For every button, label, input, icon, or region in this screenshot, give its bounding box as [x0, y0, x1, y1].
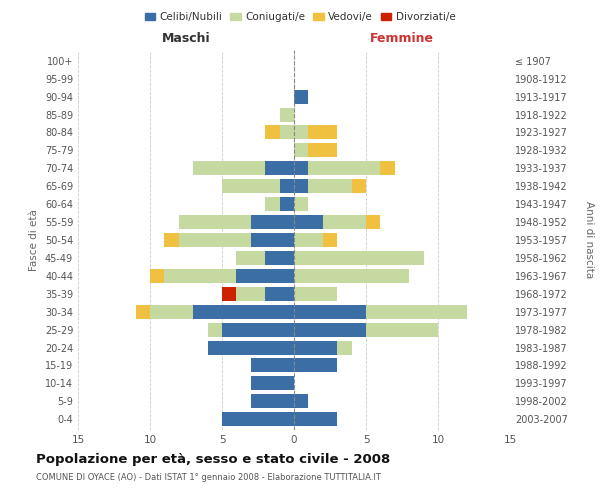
Bar [222, 287, 236, 301]
Bar [294, 269, 409, 283]
Bar [193, 162, 265, 175]
Bar [208, 340, 294, 354]
Bar [222, 412, 294, 426]
Bar [308, 126, 337, 140]
Bar [280, 197, 294, 211]
Bar [294, 394, 308, 408]
Bar [265, 197, 280, 211]
Bar [294, 358, 337, 372]
Bar [265, 251, 294, 265]
Bar [265, 162, 294, 175]
Bar [323, 215, 366, 229]
Bar [294, 412, 337, 426]
Bar [294, 215, 323, 229]
Bar [323, 233, 337, 247]
Bar [280, 179, 294, 193]
Bar [352, 179, 366, 193]
Bar [236, 287, 265, 301]
Bar [179, 215, 251, 229]
Bar [265, 126, 280, 140]
Bar [308, 144, 337, 158]
Bar [208, 322, 222, 336]
Bar [150, 304, 193, 318]
Bar [366, 304, 467, 318]
Bar [294, 287, 337, 301]
Bar [236, 251, 265, 265]
Bar [222, 179, 280, 193]
Bar [251, 376, 294, 390]
Y-axis label: Anni di nascita: Anni di nascita [584, 202, 595, 278]
Bar [294, 179, 308, 193]
Bar [179, 233, 251, 247]
Bar [308, 179, 352, 193]
Bar [366, 215, 380, 229]
Bar [251, 233, 294, 247]
Bar [193, 304, 294, 318]
Bar [280, 126, 294, 140]
Bar [294, 251, 424, 265]
Bar [294, 126, 308, 140]
Bar [251, 215, 294, 229]
Bar [251, 358, 294, 372]
Text: Maschi: Maschi [161, 32, 211, 44]
Text: COMUNE DI OYACE (AO) - Dati ISTAT 1° gennaio 2008 - Elaborazione TUTTITALIA.IT: COMUNE DI OYACE (AO) - Dati ISTAT 1° gen… [36, 472, 381, 482]
Bar [251, 394, 294, 408]
Text: Femmine: Femmine [370, 32, 434, 44]
Bar [308, 162, 380, 175]
Bar [294, 197, 308, 211]
Bar [294, 340, 337, 354]
Bar [150, 269, 164, 283]
Bar [294, 90, 308, 104]
Bar [136, 304, 150, 318]
Bar [222, 322, 294, 336]
Bar [366, 322, 438, 336]
Bar [294, 322, 366, 336]
Bar [294, 144, 308, 158]
Bar [294, 162, 308, 175]
Bar [236, 269, 294, 283]
Bar [265, 287, 294, 301]
Bar [380, 162, 395, 175]
Legend: Celibi/Nubili, Coniugati/e, Vedovi/e, Divorziati/e: Celibi/Nubili, Coniugati/e, Vedovi/e, Di… [140, 8, 460, 26]
Text: Popolazione per età, sesso e stato civile - 2008: Popolazione per età, sesso e stato civil… [36, 452, 390, 466]
Bar [294, 233, 323, 247]
Y-axis label: Fasce di età: Fasce di età [29, 209, 39, 271]
Bar [294, 304, 366, 318]
Bar [280, 108, 294, 122]
Bar [164, 269, 236, 283]
Bar [337, 340, 352, 354]
Bar [164, 233, 179, 247]
